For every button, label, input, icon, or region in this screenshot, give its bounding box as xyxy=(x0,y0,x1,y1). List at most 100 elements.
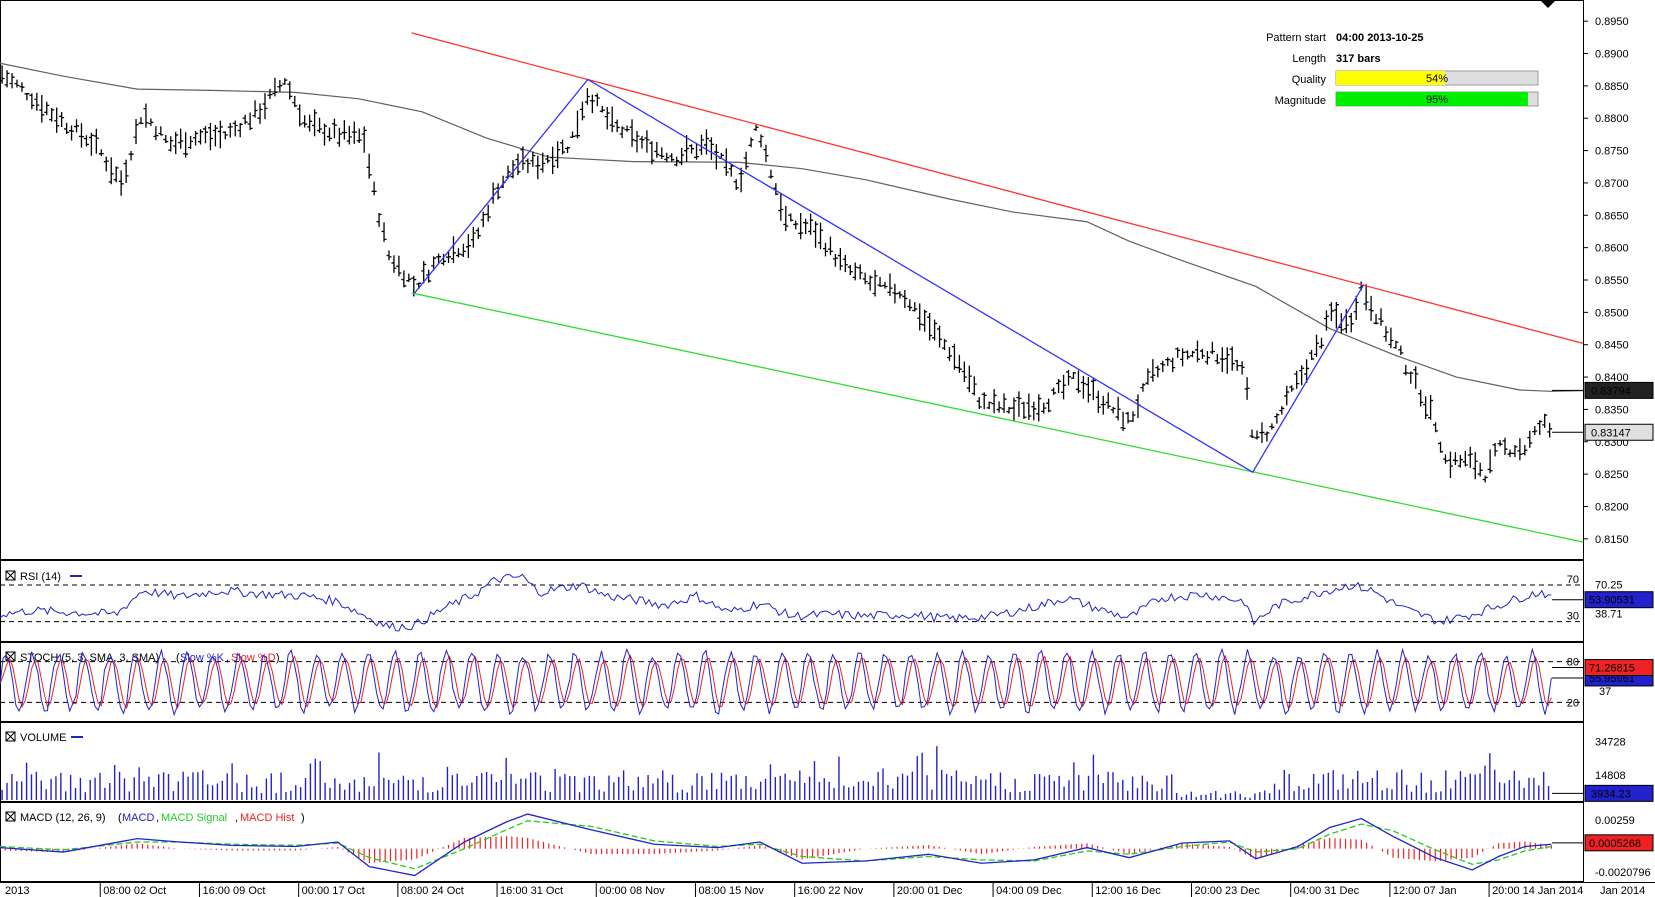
ohlc-bar xyxy=(808,213,814,235)
volume-pane: VOLUME 34728 14808 3934.23 xyxy=(1,731,1654,802)
ohlc-bar xyxy=(1447,451,1453,479)
length-label: Length xyxy=(1292,53,1326,65)
ohlc-bar xyxy=(495,183,501,200)
ohlc-bar xyxy=(694,143,700,160)
stoch-legend-comma: , xyxy=(226,652,229,664)
ohlc-bar xyxy=(882,281,888,289)
stoch-d-line xyxy=(0,654,1552,711)
quality-label: Quality xyxy=(1292,74,1327,86)
rsi-line xyxy=(0,573,1552,632)
ohlc-bar xyxy=(1442,454,1448,464)
ohlc-bar xyxy=(604,106,610,130)
ohlc-bar xyxy=(381,222,387,242)
ohlc-bar xyxy=(1353,295,1359,321)
time-tick-label: 20:00 14 Jan 2014 xyxy=(1492,885,1583,897)
resistance-line xyxy=(411,32,1584,345)
ohlc-bar xyxy=(168,136,174,152)
volume-plot: 34728 14808 3934.23 xyxy=(1,736,1654,802)
price-pane: 0.8950 0.8900 0.8850 0.8800 0.8750 0.8700 0.86… xyxy=(0,0,1654,546)
ohlc-bar xyxy=(376,212,382,227)
rsi-tick-label: 38.71 xyxy=(1595,609,1623,621)
price-tick-label: 0.8200 xyxy=(1595,501,1629,513)
macd-plot: 0.00259 -0.0020796 0.0005268 xyxy=(0,813,1654,879)
ohlc-bar xyxy=(128,150,134,161)
ohlc-bar xyxy=(589,94,595,114)
stoch-k-label: 71.26815 xyxy=(1589,663,1635,675)
ohlc-bar xyxy=(738,167,744,193)
stoch-level-label: 20 xyxy=(1567,697,1579,709)
ohlc-bar xyxy=(698,134,704,156)
price-tick-label: 0.8400 xyxy=(1595,372,1629,384)
ohlc-bar xyxy=(1477,462,1483,477)
ohlc-bar xyxy=(679,147,685,166)
volume-last-bg xyxy=(1584,784,1654,802)
ohlc-bar xyxy=(193,131,199,146)
ohlc-bar xyxy=(83,135,89,147)
ohlc-bar xyxy=(753,124,759,132)
ohlc-bar xyxy=(1343,309,1349,334)
stoch-level-label: 80 xyxy=(1567,657,1579,669)
macd-legend-comma-2: , xyxy=(235,812,238,824)
ohlc-bar xyxy=(1492,442,1498,457)
ohlc-bar xyxy=(1130,411,1136,422)
ohlc-bar xyxy=(956,354,962,373)
time-tick-label: 08:00 15 Nov xyxy=(698,885,764,897)
ohlc-bar xyxy=(887,273,893,296)
ohlc-bar xyxy=(971,376,977,396)
menu-arrow-icon[interactable] xyxy=(1540,0,1556,8)
ohlc-bar xyxy=(877,276,883,287)
time-tick-label: 00:00 08 Nov xyxy=(599,885,665,897)
ohlc-bar xyxy=(545,155,551,164)
ohlc-bar xyxy=(247,112,253,131)
ohlc-bar xyxy=(396,255,402,277)
ohlc-bar xyxy=(560,139,566,155)
ohlc-bar xyxy=(1234,359,1240,371)
ohlc-bar xyxy=(1190,350,1196,358)
ohlc-bar xyxy=(148,118,154,126)
ohlc-bar xyxy=(257,103,263,124)
ohlc-bar xyxy=(515,153,521,176)
ohlc-bar xyxy=(649,141,655,165)
length-value: 317 bars xyxy=(1336,53,1381,65)
ohlc-bar xyxy=(1125,411,1131,424)
ohlc-bar xyxy=(837,247,843,271)
ohlc-bar xyxy=(336,127,342,147)
ohlc-bar xyxy=(212,124,218,147)
ohlc-bar xyxy=(1031,401,1037,421)
ohlc-bar xyxy=(1289,385,1295,392)
ohlc-bar xyxy=(599,105,605,113)
ohlc-bar xyxy=(1095,390,1101,414)
ohlc-bar xyxy=(1269,423,1275,430)
ohlc-bar xyxy=(133,119,139,145)
ohlc-bar xyxy=(1100,395,1106,415)
pane-frame-4 xyxy=(0,802,1584,882)
ohlc-bar xyxy=(1001,393,1007,413)
ma-price-label-bg xyxy=(1584,381,1654,399)
channel-lines xyxy=(411,32,1584,543)
ohlc-bar xyxy=(897,291,903,299)
ohlc-bar xyxy=(1309,349,1315,360)
time-tick-label: 20:00 23 Dec xyxy=(1194,885,1260,897)
ohlc-bar xyxy=(49,107,55,122)
ohlc-bar xyxy=(917,303,923,331)
ohlc-bar xyxy=(1051,387,1057,395)
ohlc-bar xyxy=(1482,475,1488,483)
ohlc-bar xyxy=(803,218,809,235)
price-tick-label: 0.8600 xyxy=(1595,243,1629,255)
ohlc-bar xyxy=(1393,340,1399,349)
price-last-labels: 0.83794 0.83147 xyxy=(1552,381,1654,441)
ohlc-bar xyxy=(361,126,367,153)
ohlc-bar xyxy=(892,283,898,304)
ohlc-bar xyxy=(436,253,442,263)
ohlc-bar xyxy=(406,273,412,283)
ohlc-bar xyxy=(951,343,957,370)
last-price-label-bg xyxy=(1584,423,1654,441)
ohlc-bar xyxy=(565,146,571,154)
last-price-label: 0.83147 xyxy=(1591,427,1631,439)
ohlc-bar xyxy=(1110,406,1116,414)
ohlc-bar xyxy=(1194,340,1200,363)
ohlc-bar xyxy=(1155,365,1161,378)
ohlc-bar xyxy=(237,123,243,138)
ohlc-bar xyxy=(1502,437,1508,456)
